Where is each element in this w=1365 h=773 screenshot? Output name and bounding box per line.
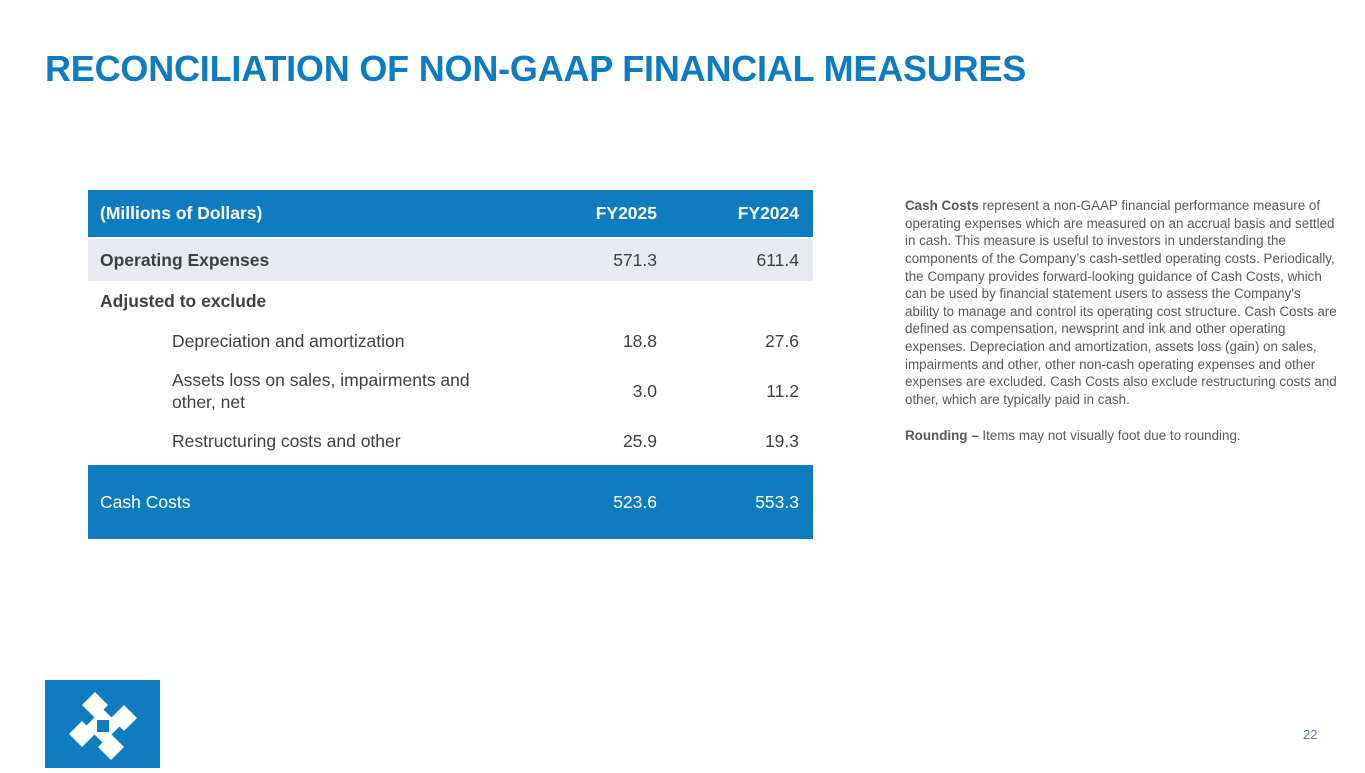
row-label: Depreciation and amortization: [172, 330, 405, 351]
table-header-row: (Millions of Dollars) FY2025 FY2024: [88, 190, 813, 237]
row-label: Assets loss on sales, impairments and ot…: [172, 369, 470, 412]
row-label: Adjusted to exclude: [100, 290, 267, 311]
row-label: Operating Expenses: [100, 249, 270, 270]
note-lead-cash-costs: Cash Costs: [905, 198, 979, 213]
row-value-fy2024: 11.2: [766, 380, 799, 401]
table-header-label: (Millions of Dollars): [100, 203, 263, 223]
table-row-assets-loss: Assets loss on sales, impairments and ot…: [88, 361, 813, 421]
table-row-operating-expenses: Operating Expenses 571.3 611.4: [88, 239, 813, 281]
row-value-fy2025: 18.8: [622, 330, 657, 351]
note-body-cash-costs: represent a non-GAAP financial performan…: [905, 198, 1337, 407]
row-value-fy2024: 553.3: [755, 491, 799, 512]
note-paragraph-rounding: Rounding – Items may not visually foot d…: [905, 427, 1337, 445]
table-header-fy2025: FY2025: [595, 203, 657, 223]
note-body-rounding: Items may not visually foot due to round…: [978, 427, 1241, 443]
row-value-fy2025: 3.0: [632, 380, 657, 401]
note-lead-rounding: Rounding –: [905, 427, 979, 443]
cash-costs-definition-note: Cash Costs represent a non-GAAP financia…: [905, 197, 1337, 462]
note-paragraph-cash-costs: Cash Costs represent a non-GAAP financia…: [905, 197, 1337, 409]
row-label: Cash Costs: [100, 491, 191, 512]
row-value-fy2024: 27.6: [764, 330, 799, 351]
row-value-fy2025: 571.3: [613, 249, 657, 270]
page-title: RECONCILIATION OF NON-GAAP FINANCIAL MEA…: [45, 48, 1027, 90]
row-value-fy2024: 611.4: [756, 249, 800, 270]
row-label: Restructuring costs and other: [172, 430, 401, 451]
table-row-cash-costs: Cash Costs 523.6 553.3: [88, 465, 813, 539]
financial-table: (Millions of Dollars) FY2025 FY2024 Oper…: [88, 190, 813, 539]
row-value-fy2025: 25.9: [622, 430, 657, 451]
table-header-fy2024: FY2024: [737, 203, 799, 223]
table-row-adjusted-to-exclude: Adjusted to exclude: [88, 281, 813, 321]
company-pinwheel-logo-icon: [45, 680, 160, 768]
row-value-fy2024: 19.3: [764, 430, 799, 451]
table-row-restructuring: Restructuring costs and other 25.9 19.3: [88, 421, 813, 461]
table-row-depreciation: Depreciation and amortization 18.8 27.6: [88, 321, 813, 361]
page-number: 22: [1303, 727, 1318, 742]
row-value-fy2025: 523.6: [613, 491, 657, 512]
